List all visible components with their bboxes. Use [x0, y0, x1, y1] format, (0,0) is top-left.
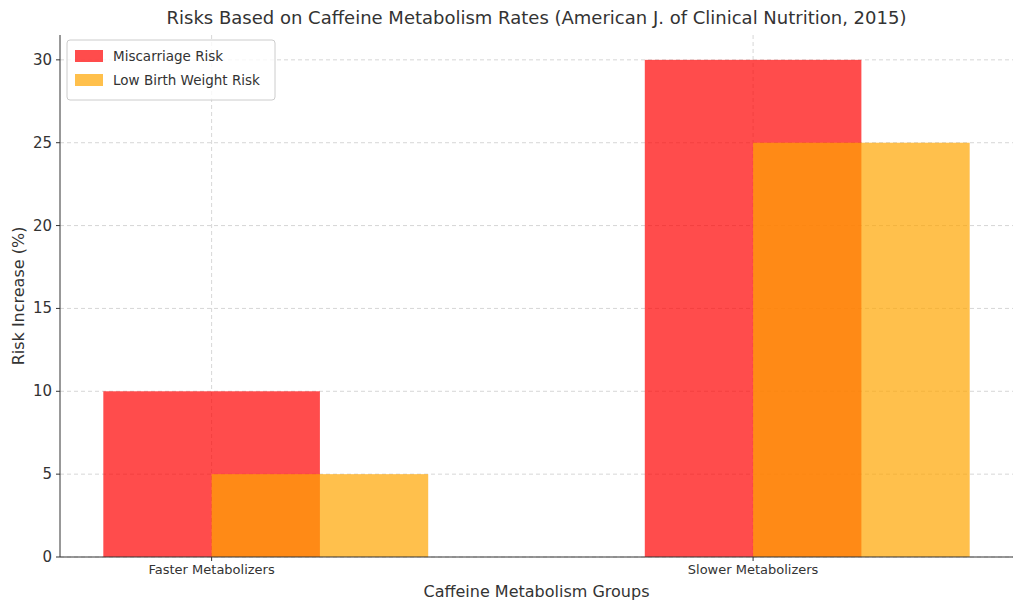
bar [212, 474, 429, 557]
y-tick [56, 474, 60, 475]
y-tick [56, 391, 60, 392]
legend-label: Miscarriage Risk [113, 48, 223, 64]
y-tick [56, 557, 60, 558]
x-tick-label: Faster Metabolizers [148, 562, 274, 577]
legend-box [67, 40, 275, 100]
x-tick [753, 557, 754, 561]
y-tick [56, 142, 60, 143]
y-tick-label: 15 [33, 299, 52, 317]
y-tick-label: 25 [33, 134, 52, 152]
y-axis-line [60, 35, 61, 557]
y-axis-label: Risk Increase (%) [9, 227, 28, 366]
legend-swatch [75, 50, 103, 62]
bars [103, 60, 969, 557]
y-tick-label: 20 [33, 217, 52, 235]
background [0, 0, 1024, 610]
y-tick [56, 308, 60, 309]
y-tick-label: 10 [33, 382, 52, 400]
axes: 0 5 10 15 20 25 30 Faster Metabolizers Slower Me… [33, 35, 1013, 577]
y-tick-label: 0 [42, 548, 52, 566]
y-tick-label: 30 [33, 51, 52, 69]
legend-swatch [75, 74, 103, 86]
chart-container: 0 5 10 15 20 25 30 Faster Metabolizers Slower Me… [0, 0, 1024, 610]
y-tick [56, 225, 60, 226]
x-axis-line [60, 557, 1013, 558]
grid [60, 35, 1013, 557]
chart-svg: 0 5 10 15 20 25 30 Faster Metabolizers Slower Me… [0, 0, 1024, 610]
y-grid-line [60, 557, 1013, 558]
legend: Miscarriage Risk Low Birth Weight Risk [67, 40, 275, 100]
y-tick-label: 5 [42, 465, 52, 483]
x-axis-label: Caffeine Metabolism Groups [424, 582, 650, 601]
bar [753, 143, 970, 557]
x-tick [211, 557, 212, 561]
legend-label: Low Birth Weight Risk [113, 72, 260, 88]
y-tick [56, 59, 60, 60]
x-tick-label: Slower Metabolizers [688, 562, 819, 577]
chart-title: Risks Based on Caffeine Metabolism Rates… [167, 7, 907, 28]
